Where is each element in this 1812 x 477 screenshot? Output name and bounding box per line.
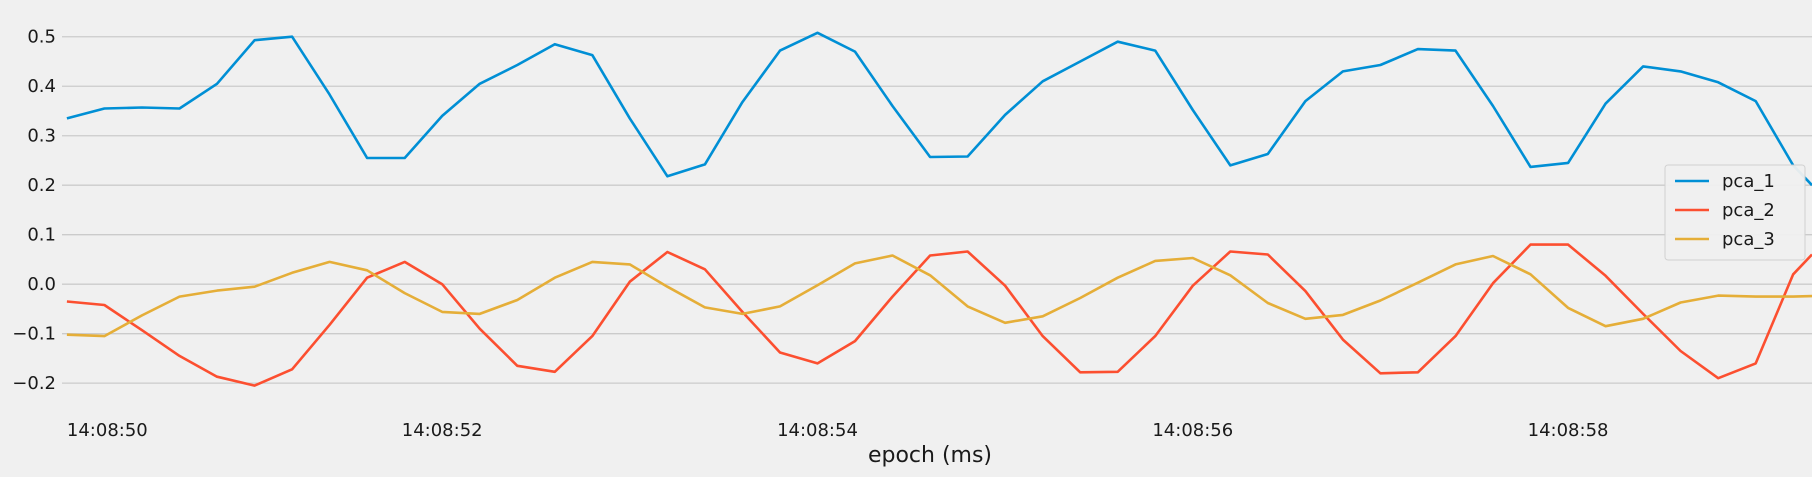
x-tick-label: 14:08:56: [1152, 420, 1233, 441]
legend-box: [1664, 164, 1806, 261]
x-tick-label: 14:08:58: [1528, 420, 1609, 441]
x-tick-label: 14:08:52: [402, 420, 483, 441]
x-axis-label: epoch (ms): [868, 443, 992, 468]
legend-label-pca_1: pca_1: [1722, 171, 1775, 192]
y-tick-label: 0.1: [27, 225, 56, 246]
y-tick-labels: −0.2 −0.1 0.0 0.1 0.2 0.3 0.4 0.5: [12, 27, 56, 394]
y-tick-label: 0.3: [27, 126, 56, 147]
y-tick-label: −0.1: [12, 324, 56, 345]
legend-label-pca_3: pca_3: [1722, 229, 1775, 250]
y-tick-label: 0.0: [27, 274, 56, 295]
x-tick-labels: 14:08:50 14:08:52 14:08:54 14:08:56 14:08:58: [67, 420, 1609, 441]
y-tick-label: 0.5: [27, 27, 56, 48]
y-tick-label: 0.4: [27, 76, 56, 97]
series-lines: [66, 31, 1812, 387]
x-tick-label: 14:08:50: [67, 420, 148, 441]
y-tick-label: 0.2: [27, 175, 56, 196]
series-line-pca_1: [66, 31, 1812, 187]
series-line-pca_3: [66, 254, 1812, 338]
legend: pca_1 pca_2 pca_3: [1664, 164, 1806, 261]
x-tick-label: 14:08:54: [777, 420, 858, 441]
y-tick-label: −0.2: [12, 373, 56, 394]
legend-label-pca_2: pca_2: [1722, 200, 1775, 221]
series-line-pca_2: [66, 243, 1812, 387]
